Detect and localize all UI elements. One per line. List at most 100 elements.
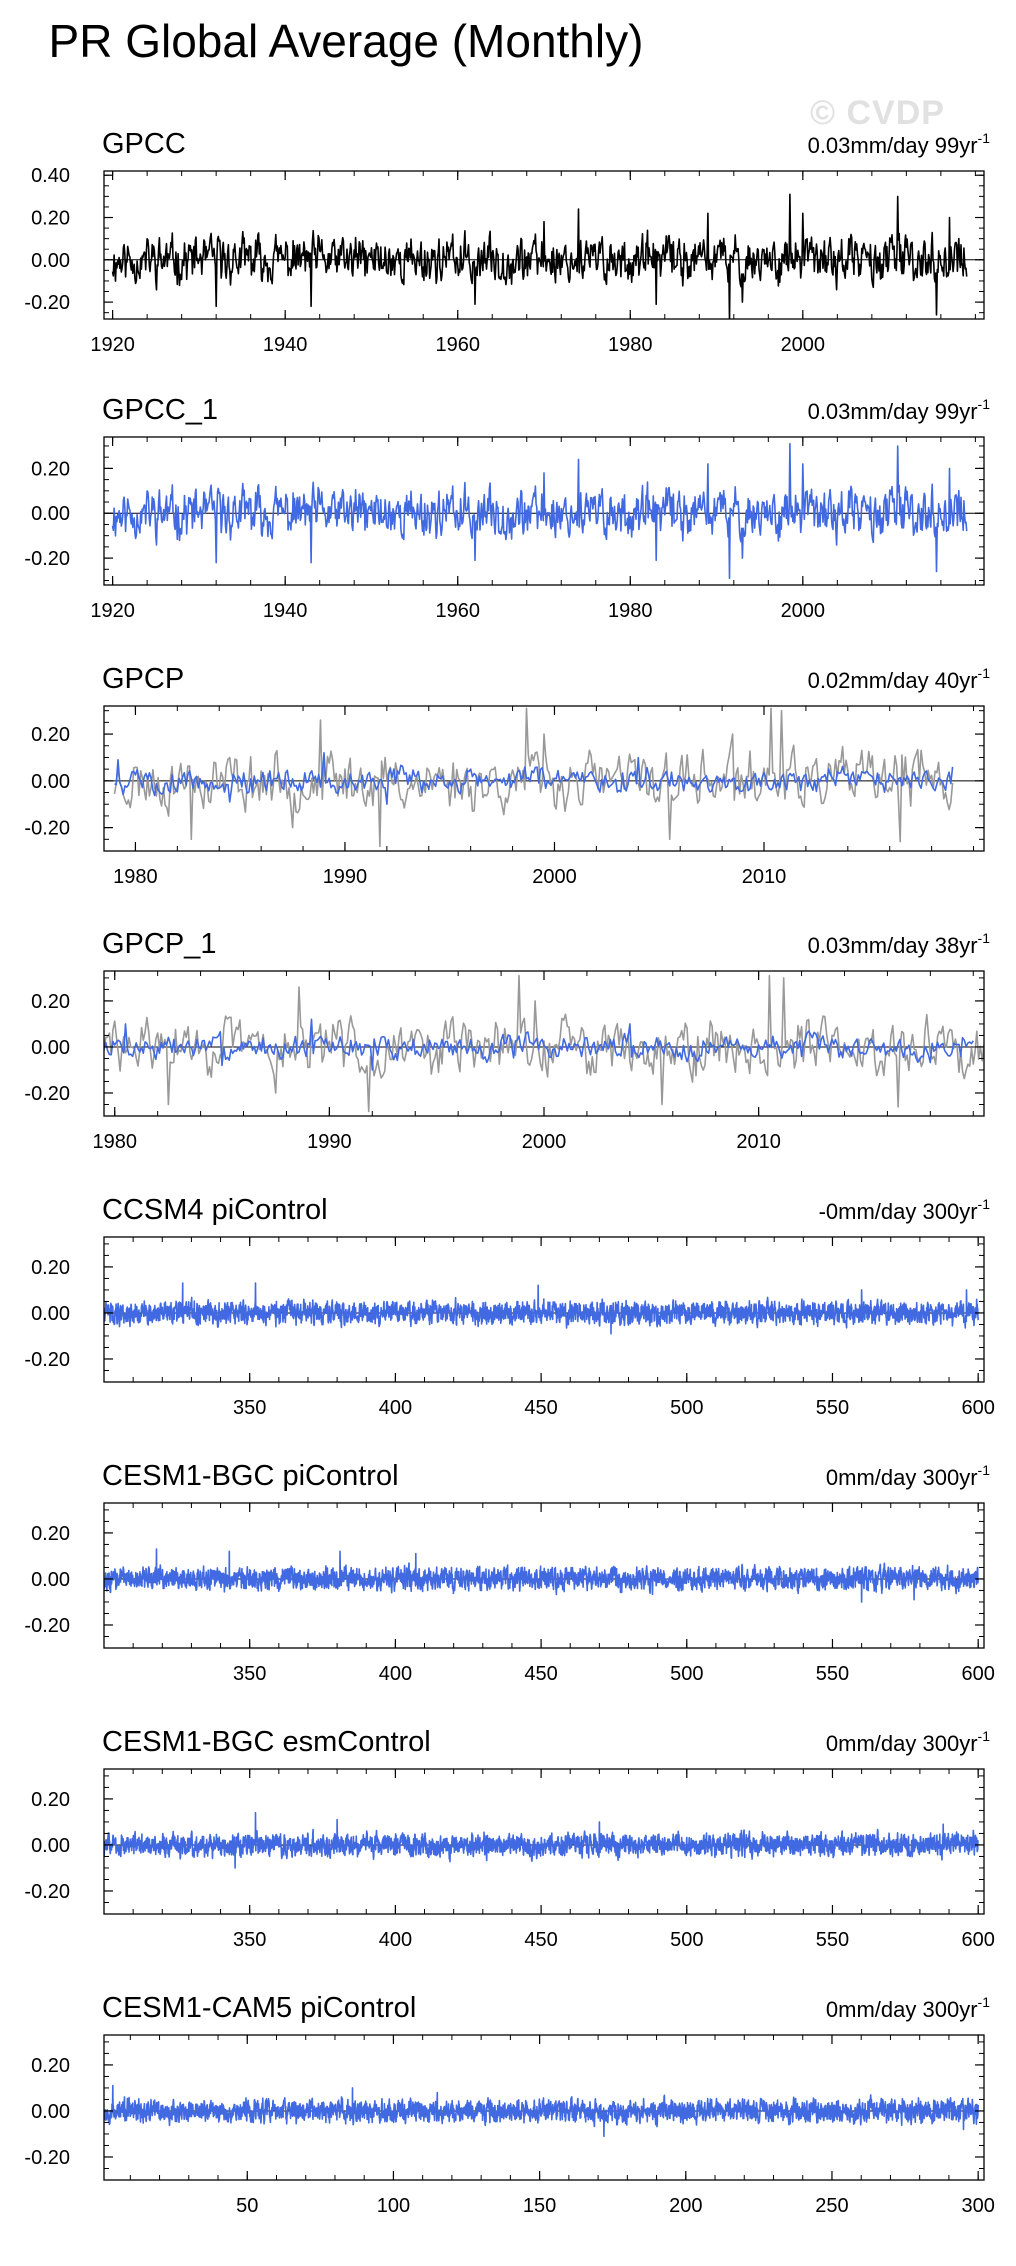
x-tick-label: 1940 — [263, 600, 308, 622]
y-tick-label: 0.20 — [31, 458, 70, 480]
y-tick-label: 0.00 — [31, 1037, 70, 1059]
x-tick-label: 1980 — [608, 600, 653, 622]
x-tick-label: 350 — [233, 1929, 266, 1951]
series-line-0 — [104, 1548, 979, 1603]
x-tick-label: 350 — [233, 1663, 266, 1685]
y-tick-label: -0.20 — [24, 818, 70, 840]
x-tick-label: 550 — [816, 1663, 849, 1685]
chart-panel-2: GPCP 0.02mm/day 40yr-1 -0.20 0.00 0.20 1980 19… — [24, 663, 990, 888]
trend-value: 0mm/day 300yr — [826, 1997, 978, 2022]
y-tick-label: 0.20 — [31, 2055, 70, 2077]
watermark: © CVDP — [810, 94, 945, 132]
y-tick-label: -0.20 — [24, 292, 70, 314]
panel-title: CESM1-CAM5 piControl — [102, 1992, 416, 2024]
series-line-0 — [104, 974, 984, 1113]
x-tick-label: 2000 — [781, 334, 826, 356]
y-tick-label: -0.20 — [24, 1083, 70, 1105]
x-tick-label: 250 — [815, 2195, 848, 2217]
chart-panel-1: GPCC_1 0.03mm/day 99yr-1 -0.20 0.00 0.20 1920… — [24, 394, 990, 622]
x-tick-label: 200 — [669, 2195, 702, 2217]
trend-label: 0mm/day 300yr-1 — [826, 1462, 990, 1490]
y-tick-label: -0.20 — [24, 1881, 70, 1903]
y-tick-label: 0.40 — [31, 165, 70, 187]
x-tick-label: 450 — [524, 1929, 557, 1951]
x-tick-label: 1920 — [90, 334, 135, 356]
x-tick-label: 1920 — [90, 600, 135, 622]
x-tick-label: 550 — [816, 1929, 849, 1951]
trend-exponent: -1 — [978, 1196, 991, 1212]
x-tick-label: 450 — [524, 1663, 557, 1685]
y-tick-label: 0.00 — [31, 503, 70, 525]
chart-panel-3: GPCP_1 0.03mm/day 38yr-1 -0.20 0.00 0.20 1980… — [24, 928, 990, 1153]
x-tick-label: 2000 — [522, 1131, 567, 1153]
x-tick-label: 600 — [961, 1929, 994, 1951]
panel-title: CCSM4 piControl — [102, 1194, 328, 1226]
y-tick-label: -0.20 — [24, 548, 70, 570]
x-tick-label: 350 — [233, 1397, 266, 1419]
y-tick-label: 0.00 — [31, 771, 70, 793]
y-tick-label: 0.20 — [31, 1257, 70, 1279]
panel-title: GPCC_1 — [102, 394, 218, 426]
y-tick-label: 0.00 — [31, 1835, 70, 1857]
x-tick-label: 1940 — [263, 334, 308, 356]
plot-frame — [103, 2034, 985, 2181]
trend-exponent: -1 — [978, 930, 991, 946]
x-tick-label: 1980 — [92, 1131, 137, 1153]
x-tick-label: 550 — [816, 1397, 849, 1419]
plot-frame — [103, 1768, 985, 1915]
series-line-0 — [104, 1282, 979, 1335]
trend-value: -0mm/day 300yr — [819, 1199, 978, 1224]
x-tick-label: 100 — [377, 2195, 410, 2217]
trend-exponent: -1 — [978, 1462, 991, 1478]
x-tick-label: 400 — [379, 1397, 412, 1419]
plot-frame — [103, 1502, 985, 1649]
x-tick-label: 600 — [961, 1663, 994, 1685]
panel-title: CESM1-BGC esmControl — [102, 1726, 431, 1758]
trend-value: 0.02mm/day 40yr — [808, 668, 978, 693]
x-tick-label: 2000 — [781, 600, 826, 622]
y-tick-label: 0.20 — [31, 724, 70, 746]
x-tick-label: 1960 — [435, 600, 480, 622]
trend-value: 0.03mm/day 99yr — [808, 399, 978, 424]
trend-label: -0mm/day 300yr-1 — [819, 1196, 991, 1224]
trend-exponent: -1 — [978, 665, 991, 681]
x-tick-label: 500 — [670, 1663, 703, 1685]
x-tick-label: 1960 — [435, 334, 480, 356]
panel-title: GPCP — [102, 663, 184, 695]
trend-exponent: -1 — [978, 1728, 991, 1744]
figure-title: PR Global Average (Monthly) — [48, 15, 644, 67]
x-tick-label: 400 — [379, 1663, 412, 1685]
y-tick-label: 0.20 — [31, 991, 70, 1013]
x-tick-label: 150 — [523, 2195, 556, 2217]
x-tick-label: 1990 — [307, 1131, 352, 1153]
series-line-0 — [111, 442, 968, 580]
series-line-0 — [104, 2084, 979, 2138]
x-tick-label: 1980 — [608, 334, 653, 356]
x-tick-label: 1980 — [113, 866, 158, 888]
trend-label: 0.02mm/day 40yr-1 — [808, 665, 991, 693]
x-tick-label: 500 — [670, 1397, 703, 1419]
trend-exponent: -1 — [978, 1994, 991, 2010]
trend-label: 0mm/day 300yr-1 — [826, 1994, 990, 2022]
trend-exponent: -1 — [978, 130, 991, 146]
trend-label: 0mm/day 300yr-1 — [826, 1728, 990, 1756]
trend-value: 0mm/day 300yr — [826, 1731, 978, 1756]
plot-frame — [103, 436, 985, 586]
series-line-0 — [113, 707, 954, 848]
series-line-1 — [114, 751, 954, 806]
trend-exponent: -1 — [978, 396, 991, 412]
y-tick-label: 0.00 — [31, 2101, 70, 2123]
chart-panel-7: CESM1-CAM5 piControl 0mm/day 300yr-1 -0.20… — [24, 1992, 994, 2217]
panel-title: CESM1-BGC piControl — [102, 1460, 399, 1492]
y-tick-label: 0.20 — [31, 1523, 70, 1545]
trend-value: 0mm/day 300yr — [826, 1465, 978, 1490]
trend-label: 0.03mm/day 38yr-1 — [808, 930, 991, 958]
x-tick-label: 450 — [524, 1397, 557, 1419]
chart-panel-6: CESM1-BGC esmControl 0mm/day 300yr-1 -0.20… — [24, 1726, 994, 1951]
trend-label: 0.03mm/day 99yr-1 — [808, 396, 991, 424]
x-tick-label: 300 — [961, 2195, 994, 2217]
chart-panel-0: GPCC 0.03mm/day 99yr-1 -0.20 0.00 0.20 0.40 19… — [24, 128, 990, 356]
y-tick-label: -0.20 — [24, 1615, 70, 1637]
panel-title: GPCP_1 — [102, 928, 216, 960]
